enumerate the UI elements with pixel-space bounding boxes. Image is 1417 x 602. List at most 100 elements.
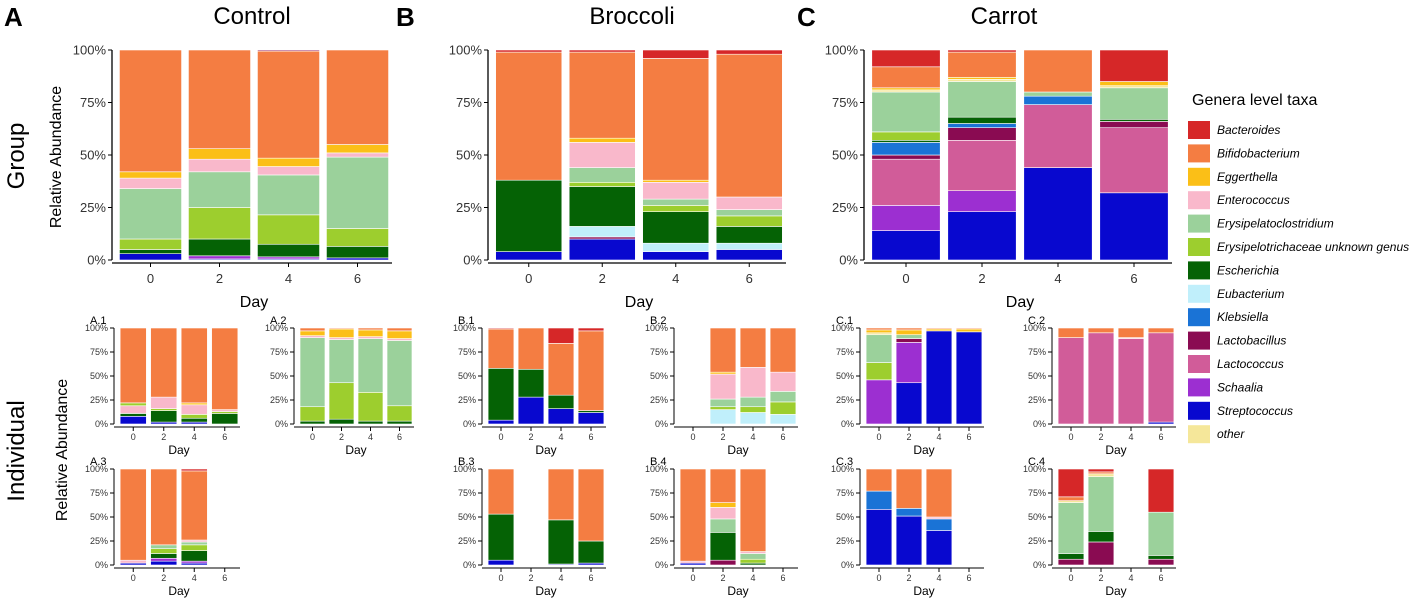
bar-segment-erysipelatoclostridium: [257, 174, 320, 216]
panel-label: C.3: [836, 456, 853, 468]
bar-segment-other: [947, 79, 1017, 82]
y-tick-label: 75%: [458, 347, 476, 357]
bar-segment-enterococcus: [709, 507, 737, 520]
x-tick-label: 2: [599, 271, 606, 286]
bar-segment-streptococcus: [642, 251, 710, 261]
bar-segment-escherichia: [180, 417, 208, 423]
bar-segment-lactococcus: [1057, 337, 1085, 425]
bar-segment-klebsiella: [1023, 95, 1093, 105]
bar-segment-lactobacillus: [1099, 121, 1169, 129]
y-tick-label: 100%: [85, 323, 108, 333]
y-tick-label: 75%: [458, 488, 476, 498]
x-tick-label: 2: [528, 573, 533, 583]
bar-segment-erysipelatoclostridium: [386, 340, 413, 407]
bar-segment-bifidobacterium: [328, 327, 355, 330]
bar-segment-bifidobacterium: [1087, 327, 1115, 334]
bar-segment-bifidobacterium: [211, 327, 239, 410]
x-axis-title: Day: [168, 443, 189, 457]
bar-segment-streptococcus: [487, 419, 515, 425]
x-tick-label: 0: [1068, 573, 1073, 583]
bar-segment-escherichia: [517, 368, 545, 398]
bar-segment-bifidobacterium: [679, 468, 707, 562]
x-tick-label: 6: [746, 271, 753, 286]
bar-segment-erysipelotrichaceae-unknown-genus: [568, 182, 636, 187]
x-axis-title: Day: [1105, 443, 1126, 457]
bar-segment-lactococcus: [1117, 338, 1145, 425]
x-tick-label: 4: [672, 271, 679, 286]
bar-segment-erysipelatoclostridium: [299, 337, 326, 408]
bar-segment-bifidobacterium: [642, 58, 710, 181]
bar-segment-eggerthella: [299, 330, 326, 336]
chart-a-3: A.3 0% 25% 50% 75% 100% 0 2 4 6 Day: [85, 456, 240, 598]
x-tick-label: 2: [1098, 573, 1103, 583]
bar-segment-eggerthella: [188, 148, 251, 160]
bar-segment-bacteroides: [871, 49, 941, 68]
y-tick-label: 50%: [650, 371, 668, 381]
legend-title: Genera level taxa: [1192, 92, 1318, 109]
bar-segment-eubacterium: [642, 242, 710, 252]
chart-c-3: C.3 0% 25% 50% 75% 100% 0 2 4 6 Day: [831, 456, 984, 598]
x-tick-label: 6: [780, 573, 785, 583]
bar-segment-bacteroides: [495, 49, 563, 53]
bar-segment-bifidobacterium: [865, 327, 893, 331]
bar-segment-erysipelatoclostridium: [739, 396, 767, 408]
bar-segment-eggerthella: [955, 328, 983, 333]
bar-segment-streptococcus: [955, 331, 983, 425]
chart-a-2: A.2 0% 25% 50% 75% 100% 0 2 4 6 Day: [265, 315, 414, 457]
bar-segment-bifidobacterium: [357, 327, 384, 331]
group-y-axis-title: Relative Abundance: [48, 86, 65, 228]
legend-swatch: [1188, 425, 1210, 444]
bar-segment-klebsiella: [865, 490, 893, 510]
bar-segment-eggerthella: [642, 179, 710, 183]
individual-y-axis-title: Relative Abundance: [54, 379, 71, 521]
legend-item-enterococcus: Enterococcus: [1188, 191, 1290, 210]
bar-segment-enterococcus: [769, 371, 797, 392]
bar-segment-erysipelatoclostridium: [568, 167, 636, 183]
bar-segment-eggerthella: [865, 329, 893, 334]
bar-segment-escherichia: [119, 249, 182, 254]
bar-segment-bacteroides: [577, 327, 605, 332]
x-tick-label: 2: [216, 271, 223, 286]
legend-item-erysipelatoclostridium: Erysipelatoclostridium: [1188, 214, 1334, 233]
bar-segment-eggerthella: [947, 77, 1017, 80]
legend-swatch: [1188, 355, 1210, 373]
bar-segment-escherichia: [180, 550, 208, 562]
bar-segment-lactobacillus: [947, 127, 1017, 141]
bar-segment-bifidobacterium: [568, 51, 636, 139]
x-tick-label: 6: [354, 271, 361, 286]
bar-segment-eggerthella: [357, 329, 384, 337]
chart-b-2: B.2 0% 25% 50% 75% 100% 0 2 4 6 Day: [645, 315, 798, 457]
bar-segment-erysipelatoclostridium: [188, 171, 251, 208]
x-tick-label: 2: [339, 432, 344, 442]
y-tick-label: 50%: [270, 371, 288, 381]
y-tick-label: 100%: [1023, 464, 1046, 474]
bar-segment-erysipelotrichaceae-unknown-genus: [119, 238, 182, 250]
bar-segment-erysipelatoclostridium: [709, 518, 737, 533]
bar-segment-bifidobacterium: [1023, 49, 1093, 93]
legend-label: Bacteroides: [1217, 123, 1280, 137]
bar-segment-erysipelotrichaceae-unknown-genus: [871, 131, 941, 141]
bar-segment-erysipelatoclostridium: [865, 334, 893, 363]
bar-segment-streptococcus: [326, 257, 389, 261]
y-tick-label: 0%: [655, 419, 668, 429]
panel-letter-a: A: [4, 2, 23, 32]
y-tick-label: 100%: [453, 464, 476, 474]
bar-segment-eubacterium: [715, 242, 783, 250]
x-tick-label: 2: [161, 432, 166, 442]
legend-swatch: [1188, 378, 1210, 397]
bar-segment-erysipelotrichaceae-unknown-genus: [865, 362, 893, 381]
bar-segment-escherichia: [1099, 119, 1169, 122]
bar-segment-eggerthella: [871, 87, 941, 91]
bar-segment-lactococcus: [1023, 104, 1093, 168]
bar-segment-other: [871, 89, 941, 93]
bar-segment-enterococcus: [119, 559, 147, 564]
bar-segment-erysipelotrichaceae-unknown-genus: [386, 405, 413, 422]
bar-segment-lactobacillus: [568, 236, 636, 240]
x-axis-title: Day: [913, 584, 934, 598]
x-axis-title: Day: [727, 443, 748, 457]
panel-label: B.2: [650, 315, 667, 327]
y-tick-label: 25%: [90, 395, 108, 405]
x-axis-title: Day: [727, 584, 748, 598]
bar-segment-eggerthella: [328, 328, 355, 338]
x-tick-label: 4: [558, 432, 563, 442]
